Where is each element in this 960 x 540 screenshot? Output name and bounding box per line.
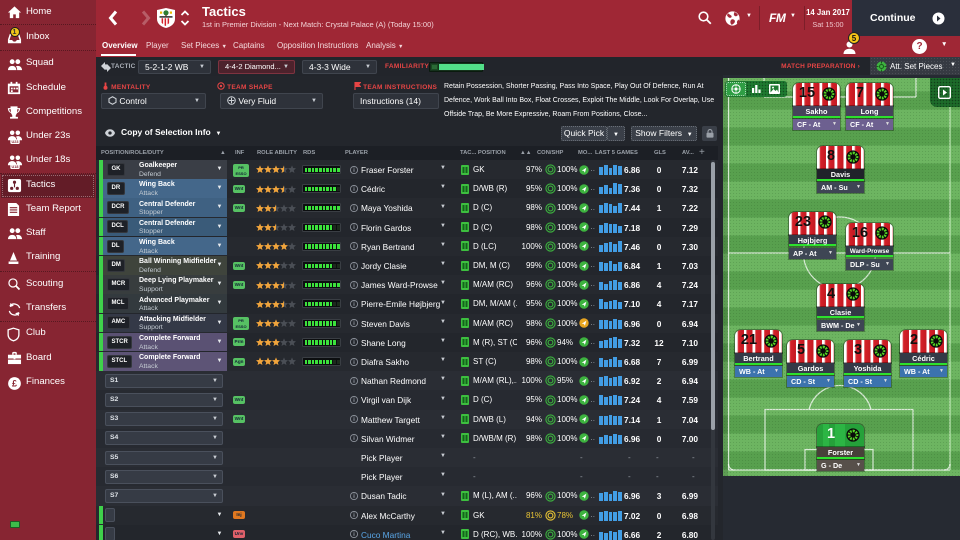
svg-text:U18: U18: [11, 165, 18, 169]
svg-text:£: £: [12, 378, 17, 388]
svg-text:U23: U23: [11, 140, 18, 144]
